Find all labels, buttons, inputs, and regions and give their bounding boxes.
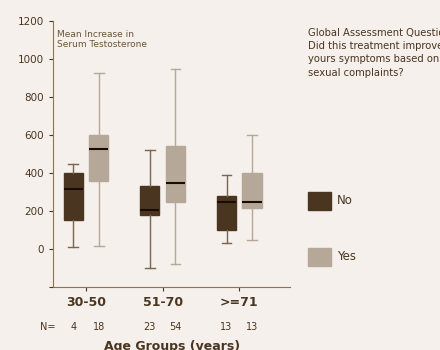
- X-axis label: Age Groups (years): Age Groups (years): [103, 340, 240, 350]
- PathPatch shape: [242, 173, 262, 208]
- Text: 54: 54: [169, 322, 182, 331]
- Text: Mean Increase in
Serum Testosterone: Mean Increase in Serum Testosterone: [57, 29, 147, 49]
- Text: No: No: [337, 194, 352, 208]
- Text: 18: 18: [93, 322, 105, 331]
- PathPatch shape: [166, 146, 185, 202]
- Text: N=: N=: [40, 322, 55, 331]
- PathPatch shape: [64, 173, 83, 219]
- Text: Yes: Yes: [337, 250, 356, 264]
- PathPatch shape: [217, 196, 236, 230]
- PathPatch shape: [140, 186, 159, 215]
- Text: 13: 13: [220, 322, 233, 331]
- Text: Global Assessment Question:
Did this treatment improve
yours symptoms based on
s: Global Assessment Question: Did this tre…: [308, 28, 440, 78]
- Text: 13: 13: [246, 322, 258, 331]
- PathPatch shape: [89, 135, 108, 181]
- Text: 4: 4: [70, 322, 76, 331]
- Text: 23: 23: [144, 322, 156, 331]
